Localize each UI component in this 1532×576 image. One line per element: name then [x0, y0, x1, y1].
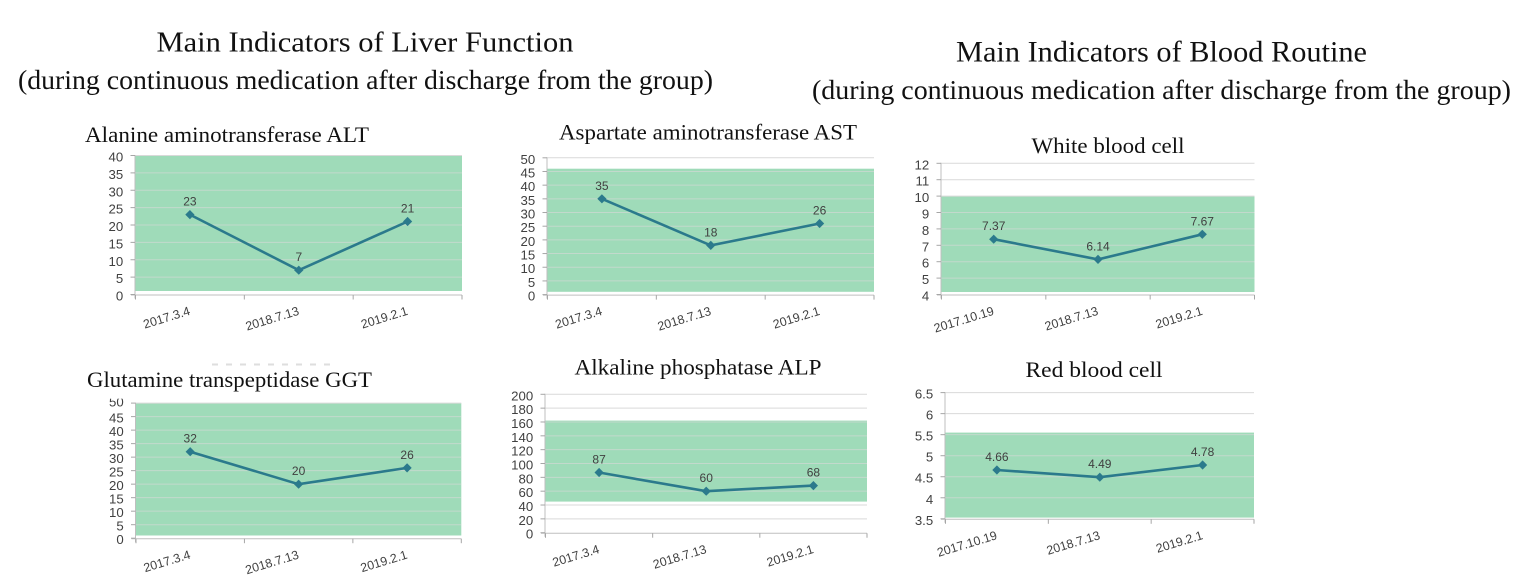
svg-text:60: 60 — [519, 485, 534, 500]
svg-text:45: 45 — [109, 411, 124, 426]
svg-text:7.67: 7.67 — [1191, 214, 1215, 228]
svg-text:200: 200 — [511, 388, 533, 403]
svg-text:120: 120 — [511, 444, 533, 459]
svg-text:35: 35 — [109, 438, 124, 453]
svg-text:3.5: 3.5 — [915, 513, 933, 528]
svg-text:5: 5 — [116, 271, 123, 286]
svg-text:68: 68 — [807, 466, 821, 480]
svg-text:80: 80 — [519, 471, 534, 486]
svg-text:32: 32 — [184, 432, 198, 446]
svg-text:4: 4 — [926, 492, 933, 507]
svg-text:35: 35 — [109, 167, 124, 182]
svg-text:4.5: 4.5 — [915, 471, 933, 486]
svg-text:Main Indicators of Liver Funct: Main Indicators of Liver Function — [157, 27, 575, 59]
svg-text:20: 20 — [519, 513, 534, 528]
svg-text:Main Indicators of Blood Routi: Main Indicators of Blood Routine — [956, 36, 1367, 69]
svg-text:20: 20 — [109, 219, 124, 234]
svg-text:8: 8 — [922, 223, 929, 238]
svg-text:0: 0 — [526, 527, 533, 542]
svg-text:10: 10 — [109, 254, 124, 269]
svg-text:4: 4 — [922, 289, 929, 304]
svg-text:White blood cell: White blood cell — [1032, 133, 1185, 158]
svg-text:(during continuous medication: (during continuous medication after disc… — [18, 65, 713, 95]
svg-text:60: 60 — [700, 471, 714, 485]
svg-text:25: 25 — [109, 465, 124, 480]
svg-text:7: 7 — [295, 250, 302, 264]
svg-text:10: 10 — [521, 261, 536, 276]
svg-text:4.66: 4.66 — [985, 450, 1009, 464]
svg-text:21: 21 — [401, 202, 415, 216]
svg-text:5: 5 — [116, 519, 123, 534]
svg-text:4.78: 4.78 — [1191, 445, 1215, 459]
svg-text:5: 5 — [922, 272, 929, 287]
svg-text:6: 6 — [926, 408, 933, 423]
svg-text:11: 11 — [915, 174, 929, 189]
svg-text:40: 40 — [109, 150, 124, 165]
svg-text:7.37: 7.37 — [982, 219, 1006, 233]
svg-text:Red blood cell: Red blood cell — [1026, 357, 1163, 382]
svg-text:20: 20 — [109, 478, 124, 493]
svg-text:35: 35 — [521, 193, 536, 208]
svg-text:7: 7 — [922, 239, 929, 254]
svg-text:40: 40 — [521, 179, 536, 194]
svg-text:35: 35 — [595, 179, 609, 193]
svg-text:5: 5 — [926, 450, 933, 465]
svg-text:26: 26 — [813, 204, 827, 218]
svg-text:25: 25 — [521, 220, 536, 235]
svg-text:20: 20 — [292, 464, 306, 478]
svg-text:18: 18 — [704, 225, 718, 239]
svg-text:15: 15 — [109, 236, 124, 251]
svg-text:160: 160 — [511, 416, 533, 431]
svg-text:87: 87 — [592, 453, 606, 467]
svg-text:30: 30 — [109, 184, 124, 199]
svg-text:5.5: 5.5 — [915, 429, 933, 444]
svg-text:5: 5 — [528, 275, 535, 290]
svg-text:30: 30 — [109, 451, 124, 466]
svg-text:30: 30 — [521, 207, 536, 222]
svg-text:23: 23 — [183, 195, 197, 209]
svg-text:Glutamine transpeptidase GGT: Glutamine transpeptidase GGT — [87, 367, 373, 392]
svg-text:180: 180 — [511, 402, 533, 417]
svg-text:6: 6 — [922, 256, 929, 271]
svg-text:9: 9 — [922, 207, 929, 222]
svg-text:6.14: 6.14 — [1086, 239, 1110, 253]
svg-text:50: 50 — [521, 152, 536, 167]
svg-text:100: 100 — [511, 458, 533, 473]
svg-text:15: 15 — [109, 492, 124, 507]
svg-text:25: 25 — [109, 202, 124, 217]
svg-text:12: 12 — [915, 157, 930, 172]
svg-text:0: 0 — [116, 532, 123, 547]
svg-text:(during continuous medication: (during continuous medication after disc… — [812, 75, 1511, 105]
svg-text:Alanine aminotransferase ALT: Alanine aminotransferase ALT — [85, 122, 370, 147]
svg-text:0: 0 — [528, 289, 535, 304]
svg-text:140: 140 — [511, 430, 533, 445]
svg-text:40: 40 — [109, 424, 124, 439]
svg-text:10: 10 — [915, 190, 930, 205]
svg-text:0: 0 — [116, 289, 123, 304]
svg-text:40: 40 — [519, 499, 534, 514]
svg-text:45: 45 — [521, 165, 536, 180]
svg-text:15: 15 — [521, 248, 536, 263]
svg-text:26: 26 — [400, 448, 414, 462]
svg-text:6.5: 6.5 — [915, 387, 933, 402]
svg-text:10: 10 — [109, 505, 124, 520]
svg-text:Aspartate aminotransferase AST: Aspartate aminotransferase AST — [559, 120, 858, 145]
svg-text:4.49: 4.49 — [1088, 457, 1112, 471]
svg-text:20: 20 — [521, 234, 536, 249]
svg-text:Alkaline phosphatase ALP: Alkaline phosphatase ALP — [575, 355, 822, 380]
